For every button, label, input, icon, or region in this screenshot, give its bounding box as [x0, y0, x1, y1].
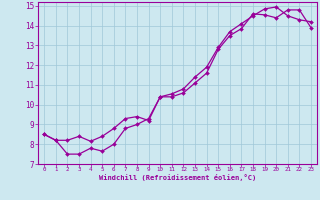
- X-axis label: Windchill (Refroidissement éolien,°C): Windchill (Refroidissement éolien,°C): [99, 174, 256, 181]
